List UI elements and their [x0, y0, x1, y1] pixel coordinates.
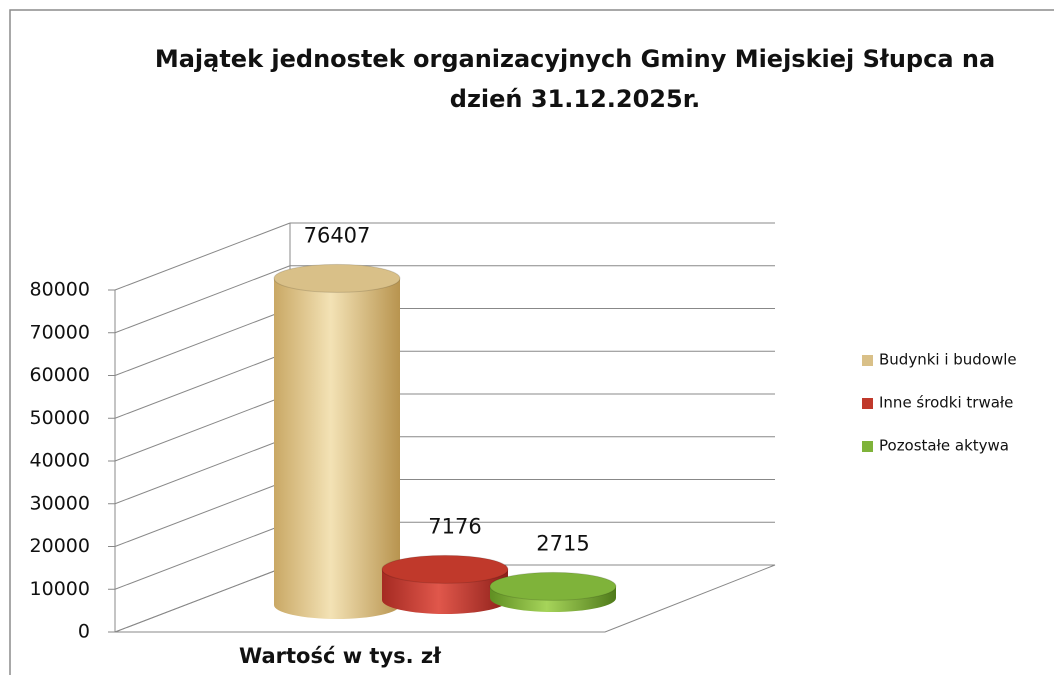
grid-line	[114, 521, 291, 590]
legend-swatch	[862, 355, 873, 366]
chart-title: Majątek jednostek organizacyjnych Gminy …	[155, 45, 995, 113]
bar-body	[274, 278, 400, 619]
y-tick-label: 30000	[30, 492, 90, 514]
bar	[273, 263, 401, 619]
chart-frame	[9, 9, 1054, 675]
y-tick-label: 60000	[30, 364, 90, 386]
legend-swatch	[862, 441, 873, 452]
bar-top	[381, 554, 509, 584]
grid-line	[114, 308, 291, 376]
grid-line	[114, 436, 291, 505]
bar	[489, 571, 617, 612]
bar	[381, 554, 509, 614]
y-tick-label: 20000	[30, 535, 90, 557]
y-tick-label: 70000	[30, 321, 90, 343]
grid-line	[114, 564, 291, 633]
data-label: 7176	[428, 514, 481, 538]
grid-line	[114, 350, 291, 419]
bar-top	[489, 571, 617, 601]
legend-label: Pozostałe aktywa	[879, 437, 1009, 455]
y-tick-label: 0	[78, 621, 90, 643]
y-tick-label: 10000	[30, 578, 90, 600]
data-label: 2715	[536, 531, 589, 555]
legend-label: Budynki i budowle	[879, 351, 1017, 369]
y-tick-label: 80000	[30, 279, 90, 301]
grid-line	[114, 393, 291, 462]
grid-line	[114, 265, 291, 334]
grid-line	[114, 222, 291, 291]
y-tick-label: 50000	[30, 407, 90, 429]
x-tick-label: Wartość w tys. zł	[239, 644, 442, 668]
grid-line	[114, 479, 291, 547]
legend-swatch	[862, 398, 873, 409]
data-label: 76407	[304, 223, 371, 247]
legend-label: Inne środki trwałe	[879, 394, 1013, 412]
y-tick-label: 40000	[30, 450, 90, 472]
bar-top	[273, 263, 401, 293]
